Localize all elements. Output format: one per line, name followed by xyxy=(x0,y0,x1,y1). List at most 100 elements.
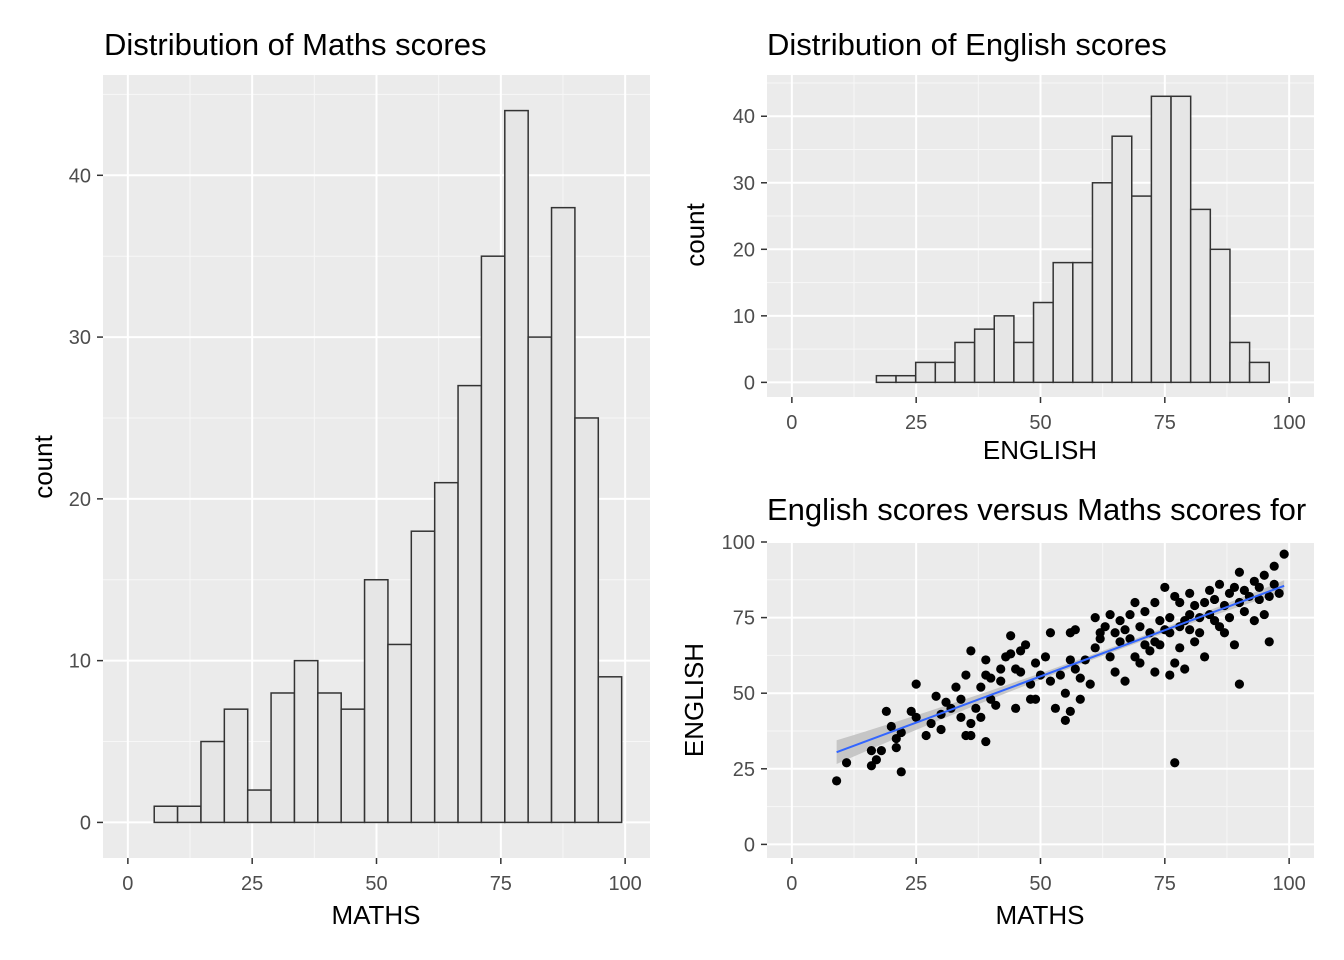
scatter-point xyxy=(1259,609,1269,620)
scatter-point xyxy=(921,730,931,741)
maths-bar xyxy=(270,692,296,824)
scatter-point xyxy=(1135,658,1145,668)
scatter-point xyxy=(1249,576,1259,586)
scatter-point xyxy=(1234,567,1245,577)
scatter-point xyxy=(1100,622,1110,632)
maths-y-axis-title: count xyxy=(28,434,58,498)
scatter-point xyxy=(1200,597,1210,608)
english-histogram-title: Distribution of English scores xyxy=(767,27,1167,62)
maths-y-tick-label: 30 xyxy=(69,327,91,349)
maths-bar xyxy=(176,805,202,824)
scatter-point xyxy=(966,646,976,656)
english-bar xyxy=(1170,95,1192,384)
scatter-point xyxy=(1264,637,1274,647)
scatter-point xyxy=(981,736,991,747)
scatter-point xyxy=(1190,600,1200,611)
scatter-trend-line xyxy=(836,584,1285,754)
scatter-point xyxy=(1145,646,1155,656)
scatter-panel: English scores versus Maths scores for 0… xyxy=(679,492,1314,930)
scatter-point xyxy=(1214,622,1225,632)
scatter-point xyxy=(991,700,1001,710)
scatter-point xyxy=(1140,606,1150,617)
scatter-point xyxy=(976,712,986,722)
scatter-point xyxy=(1165,612,1175,623)
scatter-point xyxy=(966,730,976,741)
scatter-point xyxy=(906,706,916,716)
scatter-point xyxy=(1085,679,1095,689)
english-bar xyxy=(934,361,956,384)
maths-bar xyxy=(504,109,529,824)
scatter-point xyxy=(1150,597,1160,608)
scatter-point xyxy=(936,724,946,735)
scatter-point xyxy=(1125,609,1135,620)
scatter-point xyxy=(1185,588,1195,599)
scatter-point xyxy=(1249,616,1259,626)
maths-bar xyxy=(293,659,319,824)
english-x-tick-label: 50 xyxy=(1029,412,1051,434)
scatter-point xyxy=(911,679,921,689)
maths-bar xyxy=(550,206,576,824)
scatter-point xyxy=(876,746,886,756)
maths-x-tick-label: 50 xyxy=(365,873,387,895)
scatter-point xyxy=(1016,646,1026,656)
english-bar xyxy=(1111,135,1133,384)
english-x-tick-label: 100 xyxy=(1272,412,1305,434)
scatter-point xyxy=(1130,597,1140,608)
scatter-point xyxy=(981,655,991,665)
maths-bar xyxy=(433,481,459,824)
scatter-point xyxy=(1269,579,1279,589)
maths-y-tick-label: 40 xyxy=(69,165,91,187)
scatter-point xyxy=(1120,676,1130,686)
scatter-x-tick-label: 50 xyxy=(1029,873,1051,895)
scatter-point xyxy=(1279,549,1289,559)
scatter-point xyxy=(1065,706,1075,716)
scatter-point xyxy=(1065,655,1075,665)
english-x-tick-label: 75 xyxy=(1154,412,1176,434)
scatter-point xyxy=(1110,667,1120,677)
scatter-point xyxy=(1165,628,1175,638)
english-bar xyxy=(993,315,1015,384)
scatter-point xyxy=(1239,585,1249,595)
english-y-tick-label: 0 xyxy=(744,372,755,394)
scatter-y-axis-title: ENGLISH xyxy=(679,643,709,757)
english-bar xyxy=(914,361,937,384)
scatter-point xyxy=(1020,640,1031,650)
scatter-point xyxy=(896,727,906,738)
scatter-point xyxy=(966,718,976,729)
maths-bar xyxy=(246,789,272,824)
scatter-point xyxy=(866,761,877,771)
maths-bar xyxy=(223,708,249,824)
maths-bar xyxy=(574,417,600,824)
scatter-point xyxy=(1190,637,1200,647)
scatter-point xyxy=(871,755,882,765)
scatter-point xyxy=(1200,652,1210,662)
scatter-point xyxy=(1130,652,1140,662)
scatter-y-axis: 0 25 50 75 100 xyxy=(722,532,767,856)
scatter-point xyxy=(1214,579,1225,589)
scatter-point xyxy=(1229,640,1240,650)
scatter-point xyxy=(1254,594,1264,605)
maths-x-tick-label: 0 xyxy=(122,873,133,895)
english-bar xyxy=(1032,301,1054,384)
scatter-point xyxy=(886,721,896,732)
scatter-point xyxy=(1060,715,1070,726)
english-y-axis: 0 10 20 30 40 xyxy=(733,106,767,394)
scatter-point xyxy=(1120,625,1130,635)
scatter-point xyxy=(1150,667,1160,677)
maths-y-tick-label: 20 xyxy=(69,489,91,511)
maths-x-axis-title: MATHS xyxy=(331,900,420,930)
scatter-point xyxy=(841,758,852,768)
maths-y-axis: 0 10 20 30 40 xyxy=(69,165,103,834)
scatter-x-axis-title: MATHS xyxy=(995,900,1084,930)
scatter-point xyxy=(1170,658,1180,668)
scatter-point xyxy=(956,712,966,722)
english-bar xyxy=(1091,182,1113,384)
scatter-point xyxy=(1209,594,1220,605)
scatter-point xyxy=(1155,640,1165,650)
scatter-point xyxy=(1006,649,1016,659)
scatter-point xyxy=(1165,670,1175,680)
english-bar xyxy=(1072,261,1094,384)
scatter-point xyxy=(1055,670,1065,680)
scatter-point xyxy=(881,706,891,716)
scatter-point xyxy=(1185,609,1195,620)
